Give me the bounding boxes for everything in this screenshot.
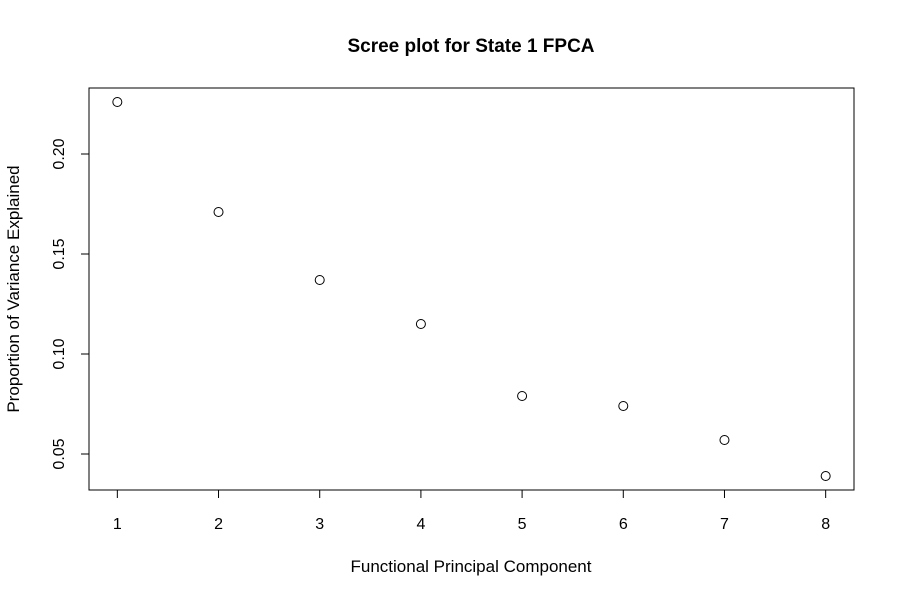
data-point bbox=[415, 319, 426, 329]
data-point bbox=[719, 435, 730, 445]
x-tick-label: 8 bbox=[821, 516, 830, 533]
chart-title: Scree plot for State 1 FPCA bbox=[347, 36, 594, 57]
x-axis: 1 2 3 4 5 6 7 8 bbox=[113, 490, 830, 533]
y-tick-label: 0.05 bbox=[51, 438, 68, 469]
x-tick-label: 7 bbox=[720, 516, 729, 533]
data-point bbox=[314, 275, 325, 285]
y-tick-label: 0.10 bbox=[51, 338, 68, 369]
y-tick-label: 0.15 bbox=[51, 238, 68, 269]
y-axis: 0.05 0.10 0.15 0.20 bbox=[51, 138, 89, 470]
x-tick-label: 3 bbox=[315, 516, 324, 533]
y-tick-label: 0.20 bbox=[51, 138, 68, 169]
data-point bbox=[517, 391, 528, 401]
x-tick-label: 6 bbox=[619, 516, 628, 533]
x-axis-label: Functional Principal Component bbox=[351, 557, 592, 576]
data-point bbox=[213, 207, 224, 217]
x-tick-label: 1 bbox=[113, 516, 122, 533]
data-points bbox=[112, 97, 831, 481]
x-tick-label: 5 bbox=[518, 516, 527, 533]
data-point bbox=[618, 401, 629, 411]
x-tick-label: 4 bbox=[416, 516, 425, 533]
x-tick-label: 2 bbox=[214, 516, 223, 533]
data-point bbox=[820, 471, 831, 481]
data-point bbox=[112, 97, 123, 107]
y-axis-label: Proportion of Variance Explained bbox=[4, 165, 23, 412]
plot-frame bbox=[88, 87, 855, 491]
